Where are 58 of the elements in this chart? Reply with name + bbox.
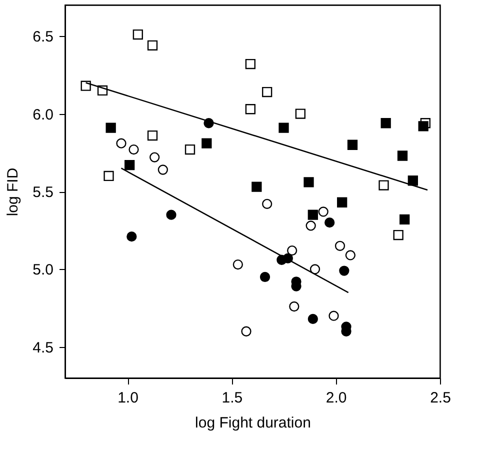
- point: [202, 138, 212, 148]
- point: [304, 177, 314, 188]
- point: [116, 138, 126, 148]
- y-tick-label: 6.5: [32, 28, 54, 46]
- point: [318, 206, 328, 217]
- y-tick-label: 5.0: [32, 262, 54, 279]
- point: [106, 122, 116, 133]
- point: [184, 144, 196, 155]
- point: [128, 144, 139, 155]
- y-tick-label: 6.0: [32, 106, 54, 124]
- point: [124, 160, 135, 170]
- point: [397, 150, 408, 161]
- point: [262, 86, 272, 98]
- point: [147, 40, 158, 50]
- x-tick-label: 2.0: [326, 390, 347, 406]
- point: [260, 272, 270, 282]
- x-tick-label: 1.0: [118, 390, 138, 406]
- point: [308, 314, 318, 324]
- y-tick-label: 5.5: [32, 184, 54, 201]
- point: [245, 104, 256, 114]
- point: [334, 240, 346, 251]
- point: [126, 232, 137, 242]
- point: [339, 266, 350, 276]
- point: [104, 170, 114, 182]
- point: [150, 152, 160, 162]
- point: [80, 80, 91, 91]
- point: [295, 108, 306, 119]
- point: [232, 259, 243, 270]
- point: [308, 210, 318, 220]
- y-tick-label: 4.5: [32, 339, 54, 356]
- point: [241, 326, 252, 336]
- point: [306, 220, 316, 231]
- point: [378, 180, 389, 190]
- point: [324, 218, 335, 228]
- point: [418, 121, 428, 132]
- point: [393, 230, 404, 240]
- point: [400, 214, 410, 225]
- point: [252, 182, 262, 192]
- point: [132, 29, 143, 40]
- point: [337, 197, 348, 208]
- point: [328, 310, 339, 321]
- point: [287, 245, 298, 256]
- point: [345, 250, 356, 260]
- point: [158, 164, 168, 175]
- point: [166, 210, 176, 220]
- point: [408, 176, 418, 186]
- point: [147, 130, 158, 141]
- x-axis-title: log Fight duration: [195, 414, 311, 432]
- point: [278, 122, 289, 133]
- x-tick-label: 2.5: [430, 390, 451, 406]
- y-axis-title: log FID: [4, 168, 22, 216]
- point: [310, 264, 320, 274]
- point: [380, 118, 391, 128]
- x-tick-label: 1.5: [222, 390, 243, 406]
- point: [262, 198, 272, 209]
- point: [289, 301, 300, 312]
- point: [245, 58, 256, 70]
- point: [347, 140, 358, 150]
